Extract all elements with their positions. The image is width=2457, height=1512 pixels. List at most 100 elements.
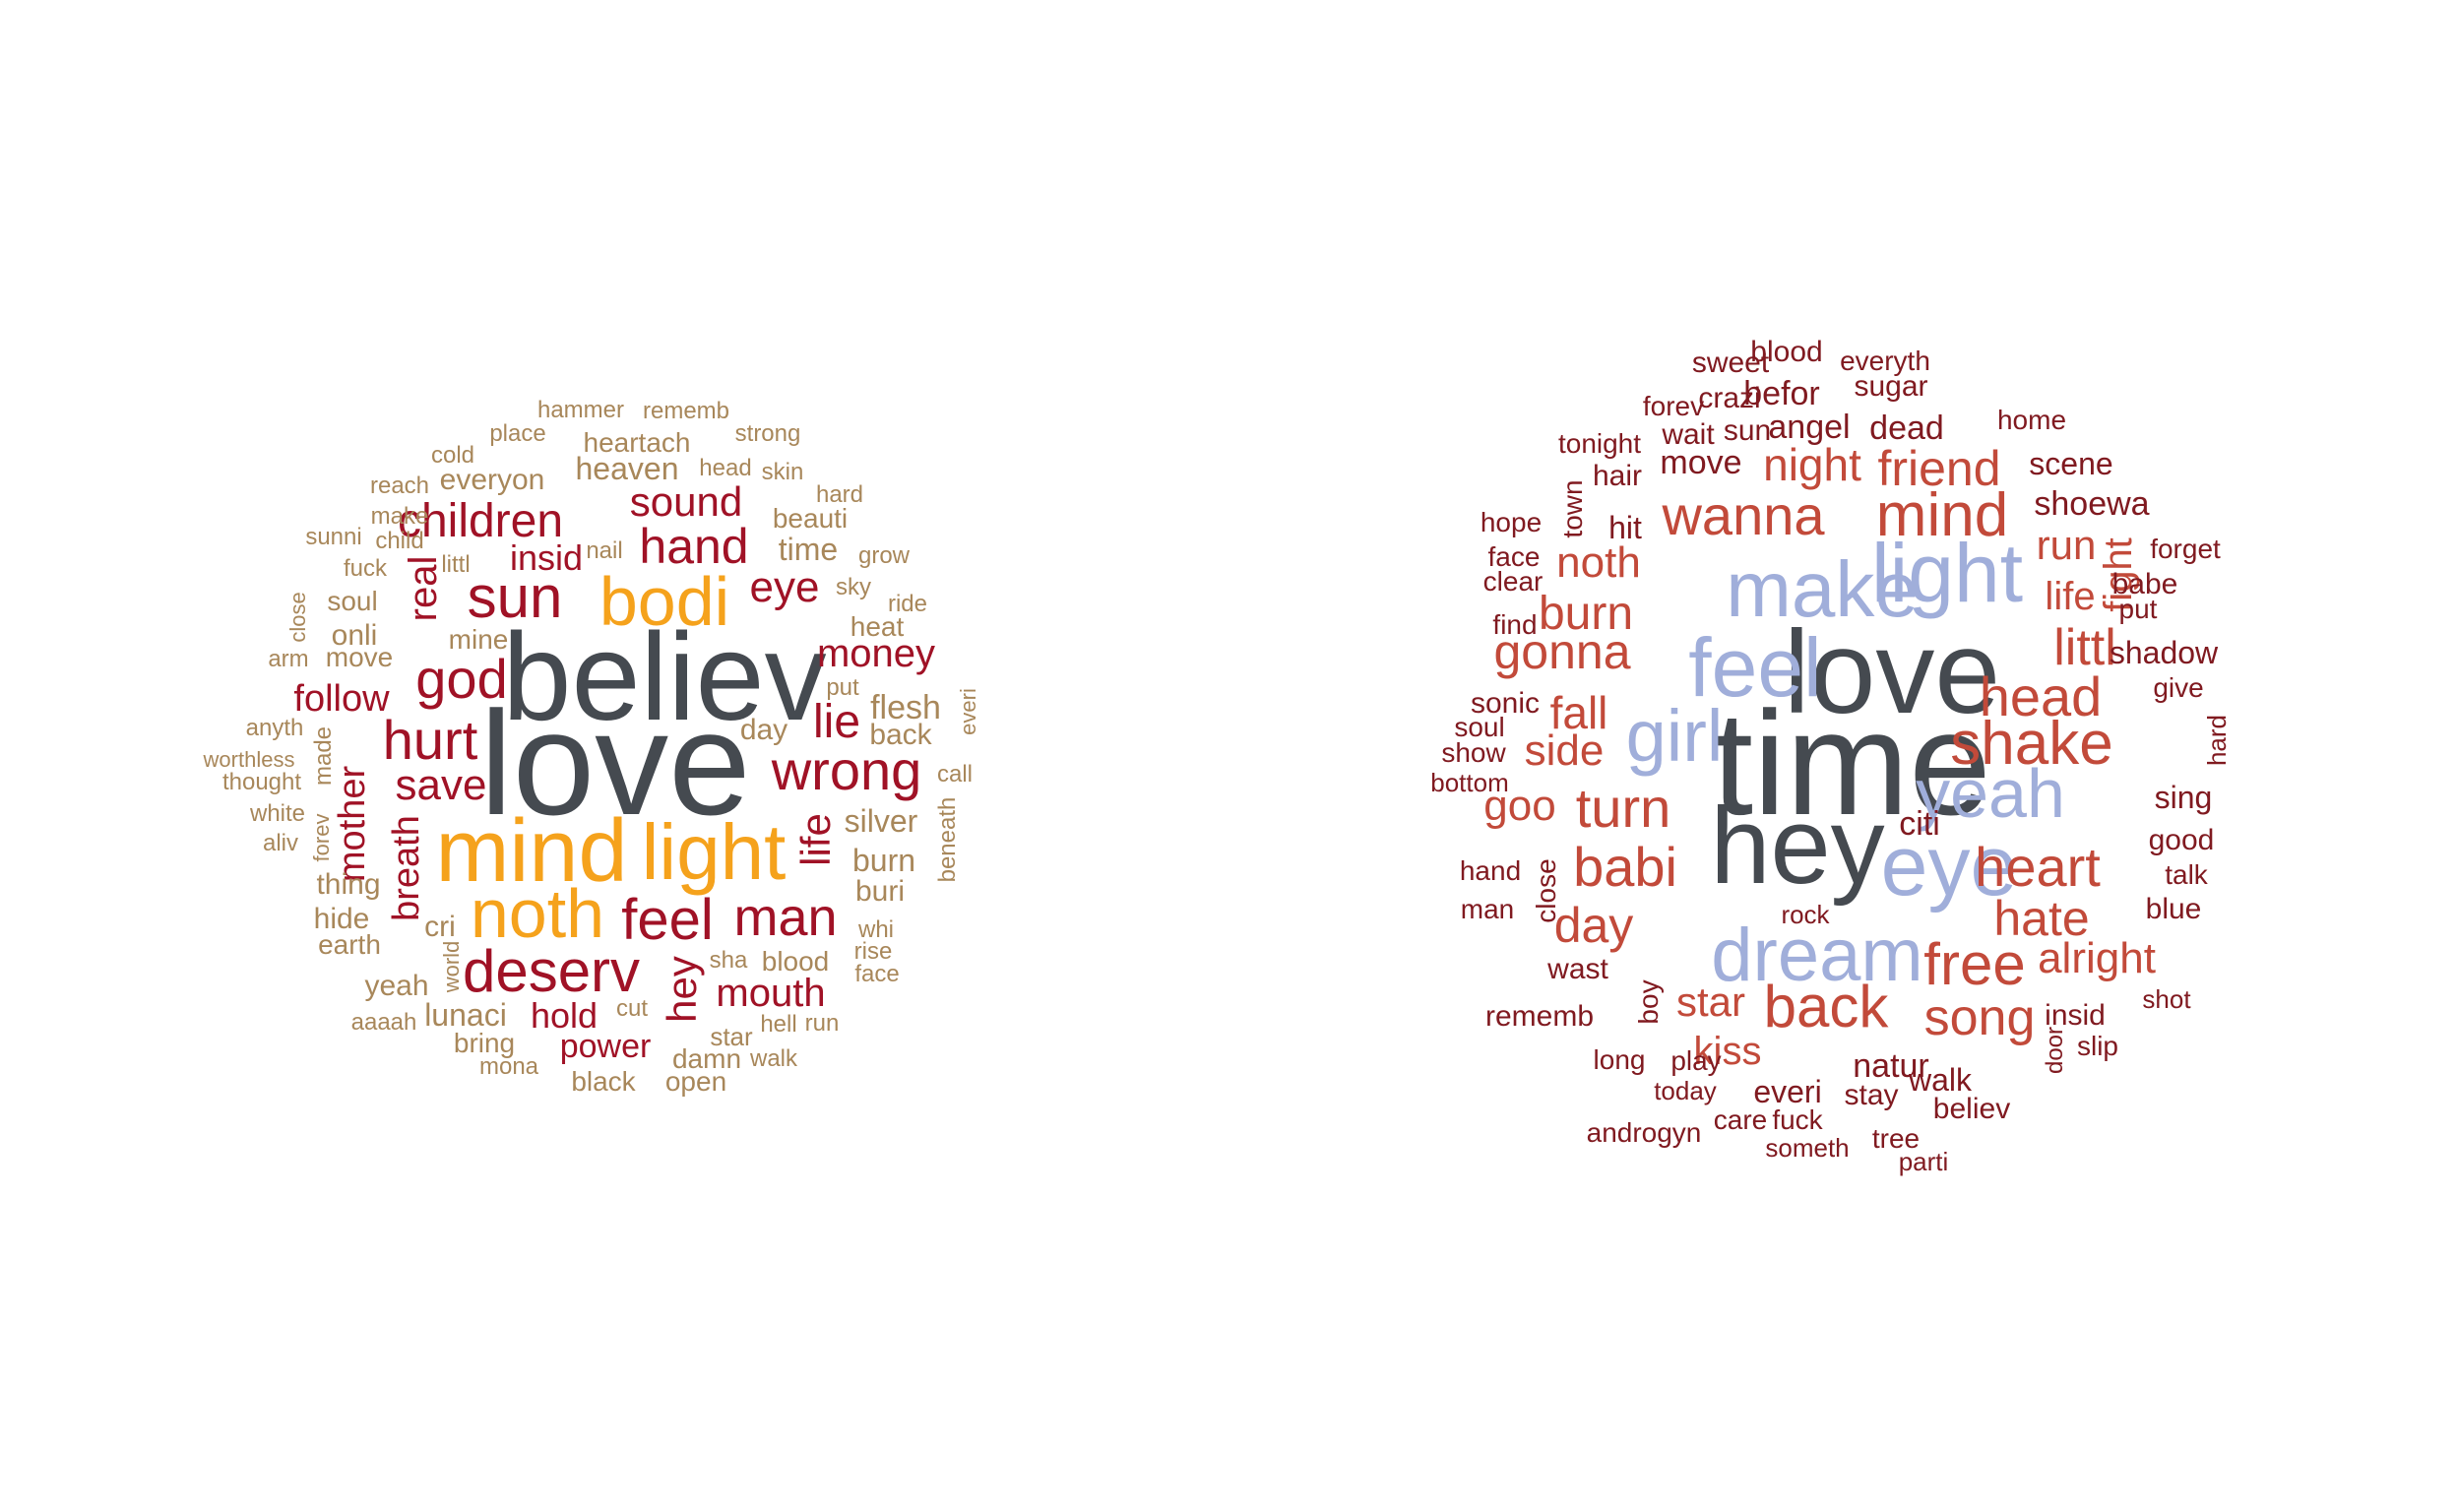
- left-word-cloud-word-god: god: [415, 648, 508, 710]
- right-word-cloud-word-sugar: sugar: [1854, 370, 1928, 403]
- right-word-cloud-word-dream: dream: [1711, 914, 1923, 997]
- left-word-cloud-word-anyth: anyth: [245, 715, 304, 741]
- right-word-cloud-word-move: move: [1660, 444, 1742, 481]
- left-word-cloud-word-sound: sound: [629, 478, 743, 525]
- left-word-cloud-word-yeah: yeah: [364, 970, 429, 1002]
- right-word-cloud-word-put: put: [2118, 594, 2158, 624]
- left-word-cloud-word-flesh: flesh: [870, 689, 941, 726]
- left-word-cloud-word-lunaci: lunaci: [424, 997, 507, 1033]
- right-word-cloud-word-hit: hit: [1608, 510, 1642, 545]
- left-word-cloud-word-open: open: [664, 1066, 727, 1097]
- right-word-cloud-word-love: love: [1783, 606, 2001, 738]
- left-word-cloud-word-cold: cold: [430, 442, 475, 469]
- left-word-cloud-word-child: child: [375, 528, 424, 554]
- left-word-cloud-word-place: place: [489, 420, 546, 447]
- right-word-cloud-word-soul: soul: [1454, 712, 1505, 742]
- left-word-cloud-word-thought: thought: [221, 769, 302, 795]
- right-word-cloud-word-sonic: sonic: [1470, 687, 1541, 720]
- left-word-cloud-word-face: face: [854, 961, 900, 987]
- right-word-cloud-word-good: good: [2148, 824, 2215, 856]
- right-word-cloud-word-yeah: yeah: [1916, 755, 2065, 832]
- right-word-cloud-word-town: town: [1557, 479, 1588, 538]
- left-word-cloud-word-lie: lie: [812, 696, 861, 748]
- right-word-cloud-word-forev: forev: [1642, 391, 1705, 421]
- right-word-cloud-word-girl: girl: [1625, 695, 1724, 777]
- right-word-cloud-word-kiss: kiss: [1693, 1030, 1762, 1073]
- right-word-cloud-word-gonna: gonna: [1493, 624, 1631, 679]
- right-word-cloud-word-crazi: crazi: [1698, 382, 1761, 414]
- right-word-cloud-word-life: life: [2045, 575, 2096, 618]
- right-word-cloud-word-hey: hey: [1710, 786, 1885, 907]
- left-word-cloud-word-mine: mine: [448, 624, 509, 655]
- right-word-cloud-word-show: show: [1441, 737, 1506, 768]
- left-word-cloud-word-mouth: mouth: [716, 972, 826, 1015]
- right-word-cloud-word-care: care: [1713, 1104, 1768, 1135]
- left-word-cloud-word-call: call: [936, 761, 974, 788]
- right-word-cloud-word-long: long: [1593, 1044, 1646, 1075]
- left-word-cloud-word-silver: silver: [844, 803, 918, 839]
- left-word-cloud-word-reach: reach: [369, 472, 430, 499]
- right-word-cloud-word-slip: slip: [2076, 1031, 2119, 1061]
- left-word-cloud-word-white: white: [249, 800, 306, 827]
- left-word-cloud-word-hurt: hurt: [382, 709, 478, 771]
- left-word-cloud-word-money: money: [816, 632, 936, 675]
- left-word-cloud-word-aaaah: aaaah: [350, 1009, 417, 1036]
- right-word-cloud-word-side: side: [1524, 726, 1605, 775]
- left-word-cloud-word-walk: walk: [749, 1045, 798, 1072]
- right-word-cloud-word-noth: noth: [1556, 538, 1641, 587]
- right-word-cloud-word-clear: clear: [1482, 566, 1544, 597]
- right-word-cloud-word-insid: insid: [2045, 999, 2106, 1032]
- right-word-cloud-word-back: back: [1763, 974, 1889, 1040]
- right-word-cloud-word-bottom: bottom: [1430, 768, 1509, 797]
- left-word-cloud-word-rememb: rememb: [642, 398, 730, 424]
- right-word-cloud-word-rememb: rememb: [1484, 1000, 1595, 1033]
- left-word-cloud-word-feel: feel: [621, 888, 714, 952]
- right-word-cloud-word-everyth: everyth: [1840, 346, 1930, 376]
- right-word-cloud-word-tonight: tonight: [1557, 428, 1642, 459]
- left-word-cloud-word-everyon: everyon: [439, 464, 545, 496]
- right-word-cloud-word-find: find: [1492, 609, 1538, 640]
- right-word-cloud-word-wanna: wanna: [1662, 484, 1825, 546]
- left-word-cloud-word-aliv: aliv: [262, 830, 299, 856]
- left-word-cloud-word-blood: blood: [761, 946, 830, 976]
- left-word-cloud-word-heat: heat: [850, 611, 905, 642]
- left-word-cloud-word-light: light: [641, 808, 787, 896]
- left-word-cloud-word-littl: littl: [441, 551, 471, 578]
- left-word-cloud-word-bring: bring: [453, 1028, 516, 1058]
- left-word-cloud-word-eye: eye: [749, 563, 820, 611]
- left-word-cloud-word-fuck: fuck: [343, 555, 388, 582]
- right-word-cloud-word-everi: everi: [1753, 1074, 1822, 1109]
- left-word-cloud-word-deserv: deserv: [462, 938, 641, 1004]
- right-word-cloud-word-goo: goo: [1483, 782, 1556, 830]
- right-word-cloud-word-heart: heart: [1975, 836, 2101, 898]
- left-word-cloud-word-heartach: heartach: [583, 427, 691, 458]
- left-word-cloud-word-make: make: [370, 503, 429, 530]
- left-word-cloud-word-earth: earth: [318, 929, 381, 960]
- left-word-cloud-word-hammer: hammer: [536, 397, 625, 423]
- left-word-cloud-word-ride: ride: [887, 591, 928, 617]
- left-word-cloud-word-noth: noth: [470, 875, 605, 952]
- right-word-cloud-word-forget: forget: [2150, 534, 2221, 564]
- left-word-cloud-word-hold: hold: [530, 995, 598, 1036]
- left-word-cloud-word-put: put: [826, 674, 859, 701]
- left-word-cloud-word-damn: damn: [671, 1043, 742, 1074]
- left-word-cloud-word-run: run: [804, 1010, 840, 1037]
- right-word-cloud-word-dead: dead: [1869, 410, 1944, 447]
- right-word-cloud-word-hope: hope: [1480, 507, 1543, 537]
- right-word-cloud-word-stay: stay: [1844, 1079, 1899, 1111]
- right-word-cloud-word-give: give: [2153, 672, 2204, 703]
- right-word-cloud-word-shot: shot: [2142, 984, 2191, 1014]
- right-word-cloud-word-mind: mind: [1875, 481, 2009, 549]
- left-word-cloud-word-skin: skin: [761, 459, 804, 485]
- left-word-cloud-word-head: head: [699, 455, 752, 481]
- left-word-cloud-word-thing: thing: [316, 868, 381, 901]
- right-word-cloud-word-hand: hand: [1459, 855, 1522, 886]
- right-word-cloud-word-turn: turn: [1575, 777, 1671, 839]
- left-word-cloud-word-sha: sha: [709, 947, 748, 974]
- right-word-cloud-word-angel: angel: [1768, 409, 1851, 446]
- left-word-cloud-word-hand: hand: [639, 519, 749, 574]
- right-word-cloud-word-fuck: fuck: [1772, 1104, 1823, 1135]
- right-word-cloud-word-blood: blood: [1750, 336, 1823, 368]
- right-word-cloud-word-shoewa: shoewa: [2034, 485, 2150, 523]
